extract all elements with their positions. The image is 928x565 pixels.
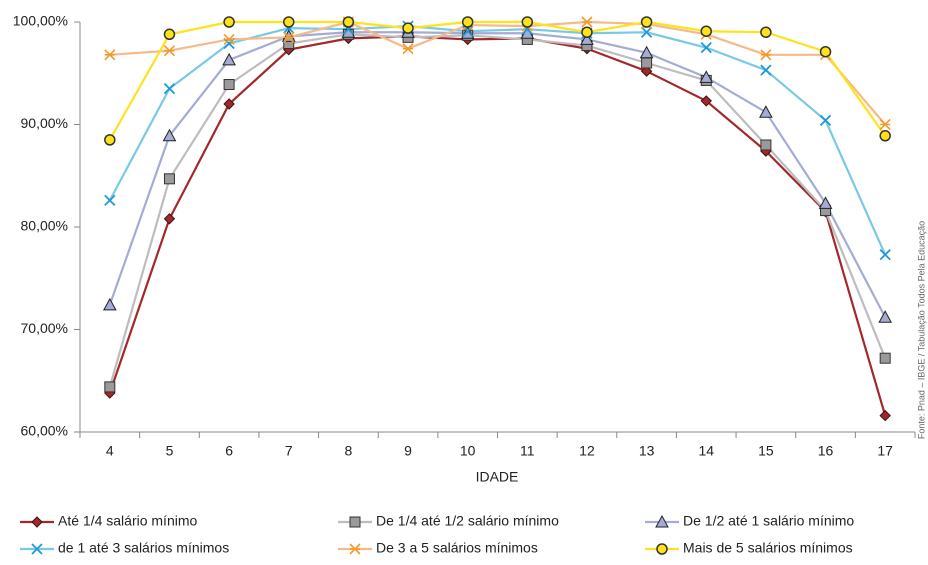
legend-label: Até 1/4 salário mínimo (58, 513, 197, 529)
marker (283, 31, 295, 43)
marker (878, 310, 893, 323)
marker (223, 16, 235, 28)
marker (640, 16, 653, 28)
legend-label: De 1/2 até 1 salário mínimo (683, 513, 854, 529)
x-tick-label: 14 (698, 443, 714, 459)
x-axis-label: IDADE (476, 469, 519, 485)
marker (349, 543, 361, 555)
marker (402, 43, 414, 55)
marker (349, 516, 361, 528)
marker (223, 79, 235, 91)
x-tick-label: 6 (225, 443, 233, 459)
series-line (109, 20, 887, 126)
x-tick-label: 15 (758, 443, 774, 459)
y-tick-label: 90,00% (21, 115, 68, 131)
marker (163, 28, 176, 41)
marker (580, 32, 594, 45)
series-line (108, 24, 887, 256)
x-tick-label: 7 (285, 443, 293, 459)
marker (641, 57, 653, 69)
marker (31, 516, 43, 528)
x-tick-label: 16 (818, 443, 834, 459)
marker (163, 213, 176, 225)
marker (104, 49, 116, 61)
marker (819, 45, 832, 58)
marker (760, 64, 772, 76)
marker (700, 41, 712, 54)
marker (163, 82, 176, 95)
marker (102, 297, 117, 311)
marker (104, 194, 116, 206)
series-line (108, 20, 887, 141)
marker (760, 49, 772, 61)
legend-label: De 3 a 5 salários mínimos (376, 540, 538, 556)
marker (879, 409, 891, 422)
x-tick-label: 10 (460, 443, 476, 459)
marker (760, 139, 772, 151)
marker (818, 196, 833, 209)
marker (460, 26, 475, 39)
legend-label: De 1/4 até 1/2 salário mínimo (376, 513, 559, 529)
legend-label: Mais de 5 salários mínimos (683, 540, 853, 556)
x-tick-label: 12 (579, 443, 595, 459)
x-tick-label: 17 (877, 443, 893, 459)
marker (223, 98, 235, 110)
x-tick-label: 8 (344, 443, 352, 459)
y-tick-label: 80,00% (21, 218, 68, 234)
marker (639, 45, 654, 59)
marker (879, 249, 891, 261)
marker (521, 16, 534, 28)
y-tick-label: 60,00% (21, 423, 68, 439)
legend-label: de 1 até 3 salários mínimos (58, 540, 229, 556)
marker (31, 543, 43, 555)
x-tick-label: 13 (639, 443, 655, 459)
marker (581, 26, 593, 38)
marker (104, 134, 116, 146)
x-tick-label: 11 (520, 443, 535, 459)
marker (699, 70, 714, 83)
marker (760, 26, 772, 38)
marker (655, 514, 669, 528)
marker (163, 173, 175, 185)
marker (402, 22, 414, 34)
marker (819, 114, 832, 127)
source-note: Fonte: Pnad – IBGE / Tabulação Todos Pel… (916, 221, 926, 439)
marker (223, 33, 235, 45)
y-tick-label: 100,00% (13, 13, 68, 29)
marker (879, 352, 891, 364)
marker (879, 118, 891, 131)
marker (163, 45, 176, 57)
marker (879, 130, 891, 142)
marker (700, 25, 712, 37)
marker (222, 52, 236, 66)
marker (281, 29, 296, 42)
x-tick-label: 9 (404, 443, 412, 459)
series-line (108, 33, 887, 388)
marker (283, 16, 295, 28)
x-tick-label: 5 (166, 443, 174, 459)
marker (700, 95, 712, 107)
y-tick-label: 70,00% (21, 320, 68, 336)
marker (640, 26, 653, 38)
marker (640, 65, 653, 77)
marker (581, 16, 593, 28)
marker (759, 105, 773, 118)
marker (162, 128, 177, 142)
marker (656, 543, 668, 555)
series-line (108, 35, 887, 416)
x-tick-label: 4 (106, 443, 114, 459)
marker (461, 16, 474, 28)
series-line (108, 31, 887, 318)
marker (104, 381, 116, 393)
marker (342, 16, 355, 28)
